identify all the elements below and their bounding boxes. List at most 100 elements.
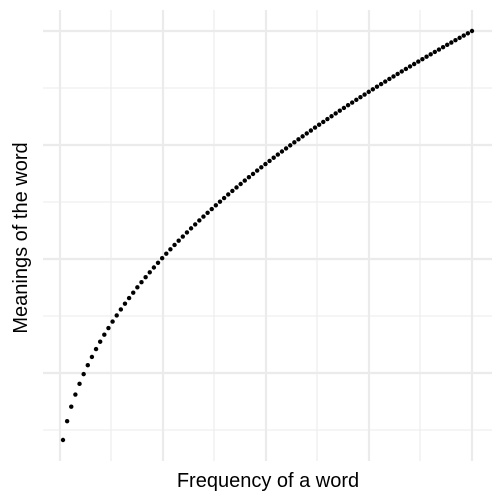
data-point	[333, 111, 338, 116]
data-point	[114, 313, 119, 318]
data-point	[337, 108, 342, 113]
data-point	[60, 437, 66, 443]
data-point	[296, 137, 301, 142]
data-point	[122, 301, 128, 306]
data-point	[457, 35, 462, 41]
data-point	[234, 185, 239, 190]
data-point	[416, 59, 421, 64]
data-point	[209, 206, 214, 212]
data-point	[283, 146, 289, 151]
data-point	[230, 188, 235, 194]
data-point	[143, 274, 148, 280]
data-point	[329, 114, 334, 119]
data-point	[445, 42, 450, 48]
data-point	[383, 79, 388, 84]
data-point	[221, 195, 227, 201]
data-point	[440, 44, 446, 50]
data-point	[180, 234, 186, 239]
data-point	[77, 381, 82, 387]
data-point	[358, 94, 363, 100]
data-point	[176, 238, 181, 243]
data-point	[387, 76, 392, 82]
data-point	[395, 71, 400, 77]
data-point	[428, 52, 433, 57]
data-point	[349, 100, 355, 105]
data-point	[164, 251, 169, 256]
data-point	[110, 319, 115, 324]
data-point	[126, 295, 132, 301]
data-point	[308, 128, 314, 133]
data-point	[424, 54, 429, 59]
data-point	[106, 325, 111, 331]
data-point	[193, 222, 198, 227]
data-point	[246, 175, 252, 180]
data-point	[279, 149, 285, 154]
data-point	[135, 285, 140, 290]
data-point	[131, 290, 136, 295]
grid-minor	[43, 10, 492, 461]
data-point	[321, 119, 326, 125]
data-point	[312, 125, 318, 130]
data-point	[453, 37, 458, 43]
data-point	[300, 134, 305, 139]
data-point	[168, 247, 173, 252]
data-points	[60, 28, 475, 443]
data-point	[354, 97, 359, 103]
data-point	[213, 203, 219, 208]
data-point	[399, 69, 404, 74]
data-point	[370, 87, 376, 92]
data-point	[271, 155, 276, 160]
data-point	[188, 226, 194, 231]
data-point	[93, 346, 99, 352]
data-point	[226, 192, 231, 197]
data-point	[407, 64, 413, 69]
data-point	[403, 66, 409, 72]
data-point	[217, 199, 223, 204]
data-point	[341, 105, 347, 111]
data-point	[304, 131, 309, 136]
data-point	[139, 280, 144, 285]
data-point	[292, 140, 297, 145]
data-point	[345, 103, 351, 108]
data-point	[420, 56, 425, 62]
data-point	[238, 181, 243, 187]
data-point	[461, 33, 466, 38]
data-point	[316, 122, 322, 127]
data-point	[172, 242, 177, 248]
data-point	[275, 152, 281, 157]
data-point	[411, 61, 417, 67]
data-point	[159, 256, 165, 261]
data-point	[102, 332, 107, 337]
data-point	[250, 171, 256, 177]
data-point	[391, 74, 396, 79]
data-point	[97, 339, 103, 344]
data-point	[465, 31, 471, 36]
data-point	[197, 218, 202, 223]
data-point	[89, 354, 95, 360]
data-point	[378, 81, 384, 87]
data-point	[64, 418, 70, 424]
data-point	[366, 89, 371, 95]
data-point	[267, 158, 272, 164]
data-point	[432, 49, 438, 55]
data-point	[85, 363, 90, 368]
data-point	[288, 143, 293, 148]
data-point	[449, 40, 454, 45]
x-axis-title: Frequency of a word	[177, 470, 359, 492]
data-point	[259, 165, 264, 170]
data-point	[254, 168, 260, 173]
data-point	[205, 210, 210, 215]
data-point	[325, 116, 330, 122]
y-axis-title: Meanings of the word	[10, 142, 32, 333]
data-point	[242, 178, 247, 183]
data-point	[263, 161, 268, 167]
data-point	[147, 270, 152, 275]
data-point	[469, 28, 475, 34]
data-point	[436, 47, 442, 52]
data-point	[69, 404, 74, 409]
data-point	[374, 84, 380, 89]
data-point	[118, 307, 124, 312]
data-point	[151, 265, 157, 270]
data-point	[73, 392, 78, 397]
data-point	[81, 371, 86, 377]
